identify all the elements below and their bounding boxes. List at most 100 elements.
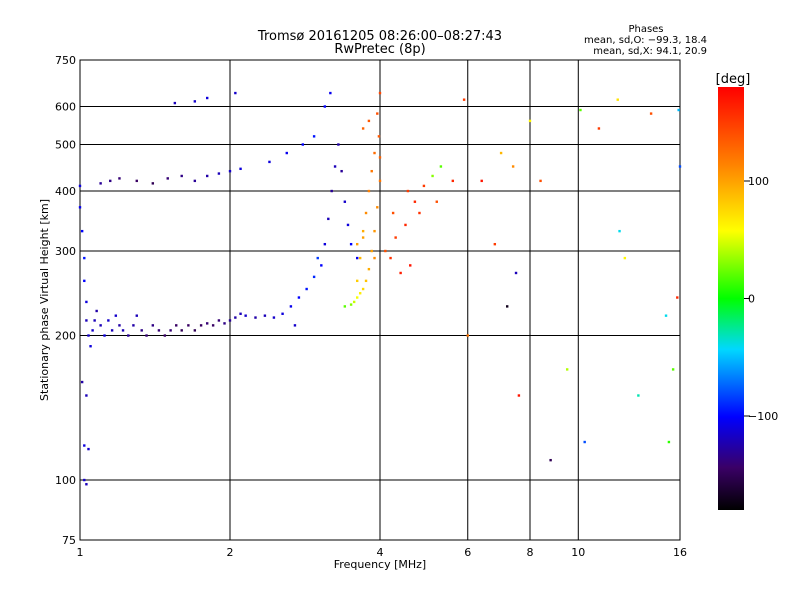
data-point [272,316,276,319]
data-point [127,334,130,337]
data-point [285,151,288,155]
data-point [330,189,333,193]
data-point [135,314,138,317]
data-point [389,256,392,260]
data-point [228,169,232,173]
data-point [413,200,417,203]
data-point [677,108,680,112]
data-point [466,334,469,337]
data-point [373,256,376,260]
data-point [399,271,402,275]
data-point [87,334,90,337]
data-point [377,135,381,138]
y-tick-label: 100 [55,474,76,487]
data-point [323,242,327,246]
data-point [187,324,190,327]
data-point [358,292,362,295]
data-point [361,236,365,239]
data-point [616,98,619,101]
data-point [83,256,86,260]
data-point [343,200,347,203]
colorbar-tick-label: 100 [748,175,769,188]
data-point [234,91,237,95]
data-point [228,319,232,322]
data-point [85,319,88,322]
x-tick-label: 6 [464,546,471,559]
data-point [83,478,86,482]
data-point [517,394,521,397]
data-point [364,211,368,215]
data-point [239,312,242,315]
data-point [678,165,682,168]
data-point [205,96,209,100]
data-point [205,174,209,178]
data-point [384,249,387,253]
data-point [565,368,569,371]
colorbar-tick-label: −100 [748,410,778,423]
y-tick-label: 500 [55,139,76,152]
data-point [93,319,96,322]
data-point [378,91,382,95]
data-point [103,334,106,337]
chart-subtitle: RwPretec (8p) [334,42,425,57]
data-point [355,242,359,246]
data-point [281,312,284,315]
data-point [166,177,169,180]
data-point [193,179,197,183]
data-point [358,256,362,260]
data-point [140,329,143,332]
data-point [312,275,316,279]
chart-title: Tromsø 20161205 08:26:00–08:27:43 [257,29,502,44]
data-point [199,324,203,327]
data-point [329,91,332,95]
data-point [597,127,601,130]
data-point [618,229,621,233]
data-point [671,368,675,371]
data-point [431,174,434,178]
data-point [418,211,421,215]
x-tick-label: 16 [673,546,687,559]
data-point [180,329,183,332]
x-tick-label: 4 [377,546,384,559]
data-point [404,223,407,227]
data-point [85,394,88,397]
data-point [83,444,86,447]
data-point [667,440,671,444]
data-point [205,322,209,325]
data-point [301,143,305,146]
data-point [305,287,308,291]
data-point [316,256,319,260]
data-point [132,324,135,327]
y-tick-label: 600 [55,101,76,114]
data-point [549,458,552,462]
data-point [99,182,102,185]
data-point [352,300,356,304]
data-point [462,98,466,101]
data-point [349,303,353,306]
data-point [637,394,640,397]
data-point [135,179,138,183]
data-point [623,256,627,260]
data-point [80,380,84,384]
data-point [373,151,376,155]
y-axis-ticks: 75 100 200 300 400 500 600 750 [55,54,76,547]
data-point [85,300,88,304]
data-point [78,206,82,209]
data-point [539,179,542,183]
x-tick-label: 8 [527,546,534,559]
data-point [175,324,178,327]
x-axis-label: Frequency [MHz] [334,558,426,571]
data-point [349,242,353,246]
data-point [346,223,350,227]
data-point [223,322,226,325]
stats-line-x: mean, sd,X: 94.1, 20.9 [593,46,707,57]
data-point [361,127,365,130]
data-point [451,179,455,183]
data-point [114,314,118,317]
data-point [367,189,371,193]
data-point [297,296,301,299]
stats-line-o: mean, sd,O: −99.3, 18.4 [584,35,707,46]
data-point [91,329,94,332]
colorbar-label: [deg] [716,72,751,87]
x-axis-ticks: 1 2 4 6 8 10 16 [77,546,688,559]
